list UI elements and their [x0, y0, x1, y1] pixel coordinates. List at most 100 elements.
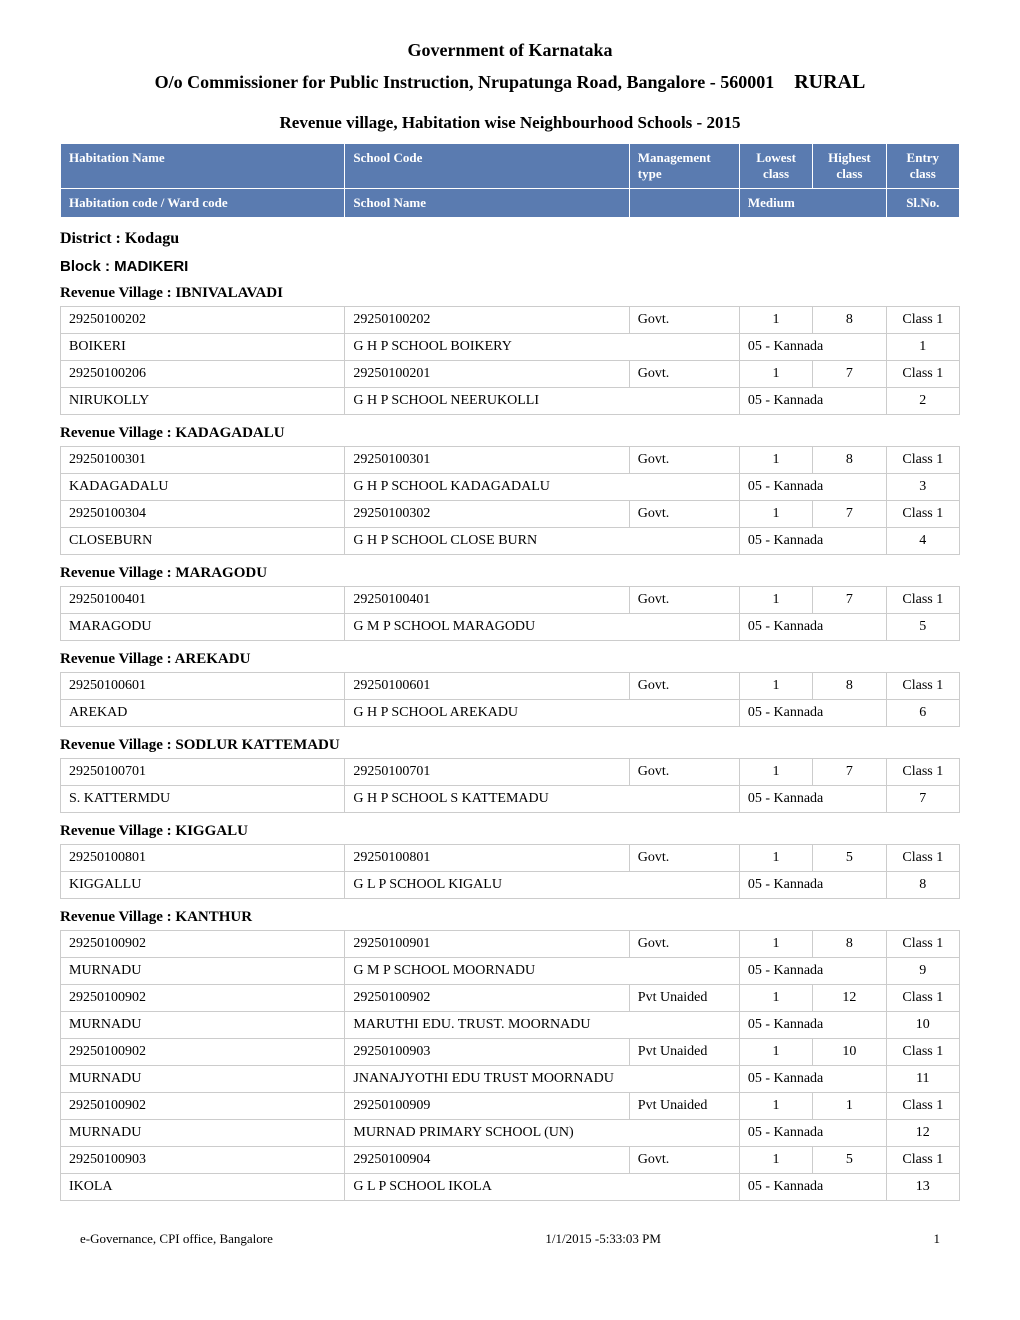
table-row: 2925010030129250100301Govt.18Class 1	[61, 447, 960, 474]
cell-entry: Class 1	[886, 307, 959, 334]
cell-lowest: 1	[739, 985, 812, 1012]
cell-medium: 05 - Kannada	[739, 474, 886, 501]
cell-mgmt: Govt.	[629, 1147, 739, 1174]
table-row: NIRUKOLLYG H P SCHOOL NEERUKOLLI05 - Kan…	[61, 388, 960, 415]
table-row: MURNADUMARUTHI EDU. TRUST. MOORNADU05 - …	[61, 1012, 960, 1039]
village-container: Revenue Village : IBNIVALAVADI 2925010020…	[60, 285, 960, 1201]
cell-highest: 8	[813, 447, 886, 474]
cell-highest: 12	[813, 985, 886, 1012]
cell-entry: Class 1	[886, 1093, 959, 1120]
cell-highest: 8	[813, 931, 886, 958]
cell-entry: Class 1	[886, 759, 959, 786]
title-office: O/o Commissioner for Public Instruction,…	[155, 72, 775, 93]
table-row: BOIKERIG H P SCHOOL BOIKERY05 - Kannada1	[61, 334, 960, 361]
cell-school-code: 29250100202	[345, 307, 629, 334]
cell-slno: 2	[886, 388, 959, 415]
village-data-table: 2925010040129250100401Govt.17Class 1MARA…	[60, 586, 960, 641]
cell-lowest: 1	[739, 759, 812, 786]
cell-school-name: MURNAD PRIMARY SCHOOL (UN)	[345, 1120, 739, 1147]
cell-hab-code: 29250100304	[61, 501, 345, 528]
cell-medium: 05 - Kannada	[739, 614, 886, 641]
col-slno: Sl.No.	[886, 189, 959, 218]
cell-slno: 11	[886, 1066, 959, 1093]
village-label: Revenue Village : IBNIVALAVADI	[60, 285, 960, 302]
cell-slno: 10	[886, 1012, 959, 1039]
cell-mgmt: Govt.	[629, 931, 739, 958]
col-lowest-class: Lowest class	[739, 144, 812, 189]
cell-hab-name: MURNADU	[61, 1066, 345, 1093]
header-row-2: Habitation code / Ward code School Name …	[61, 189, 960, 218]
cell-school-name: MARUTHI EDU. TRUST. MOORNADU	[345, 1012, 739, 1039]
table-row: AREKADG H P SCHOOL AREKADU05 - Kannada6	[61, 700, 960, 727]
cell-entry: Class 1	[886, 447, 959, 474]
cell-mgmt: Pvt Unaided	[629, 1039, 739, 1066]
table-row: KIGGALLUG L P SCHOOL KIGALU05 - Kannada8	[61, 872, 960, 899]
cell-mgmt: Govt.	[629, 845, 739, 872]
table-row: MURNADUG M P SCHOOL MOORNADU05 - Kannada…	[61, 958, 960, 985]
village-label: Revenue Village : AREKADU	[60, 651, 960, 668]
table-row: 2925010080129250100801Govt.15Class 1	[61, 845, 960, 872]
cell-hab-code: 29250100801	[61, 845, 345, 872]
cell-mgmt: Govt.	[629, 673, 739, 700]
col-highest-class: Highest class	[813, 144, 886, 189]
village-label: Revenue Village : SODLUR KATTEMADU	[60, 737, 960, 754]
col-entry-class: Entry class	[886, 144, 959, 189]
cell-highest: 7	[813, 361, 886, 388]
table-row: MURNADUJNANAJYOTHI EDU TRUST MOORNADU05 …	[61, 1066, 960, 1093]
district-label: District : Kodagu	[60, 230, 960, 248]
col-habitation-name: Habitation Name	[61, 144, 345, 189]
cell-slno: 13	[886, 1174, 959, 1201]
table-row: 2925010090229250100901Govt.18Class 1	[61, 931, 960, 958]
page-footer: e-Governance, CPI office, Bangalore 1/1/…	[60, 1231, 960, 1247]
header-row-1: Habitation Name School Code Management t…	[61, 144, 960, 189]
cell-hab-code: 29250100401	[61, 587, 345, 614]
cell-hab-code: 29250100601	[61, 673, 345, 700]
cell-entry: Class 1	[886, 1147, 959, 1174]
cell-lowest: 1	[739, 1039, 812, 1066]
cell-school-name: G M P SCHOOL MARAGODU	[345, 614, 739, 641]
cell-hab-name: AREKAD	[61, 700, 345, 727]
cell-lowest: 1	[739, 1093, 812, 1120]
village-data-table: 2925010080129250100801Govt.15Class 1KIGG…	[60, 844, 960, 899]
cell-medium: 05 - Kannada	[739, 700, 886, 727]
cell-medium: 05 - Kannada	[739, 958, 886, 985]
cell-entry: Class 1	[886, 1039, 959, 1066]
cell-entry: Class 1	[886, 845, 959, 872]
rural-label: RURAL	[794, 71, 865, 94]
cell-school-code: 29250100201	[345, 361, 629, 388]
cell-lowest: 1	[739, 501, 812, 528]
cell-hab-code: 29250100202	[61, 307, 345, 334]
col-school-code: School Code	[345, 144, 629, 189]
village-label: Revenue Village : KIGGALU	[60, 823, 960, 840]
cell-mgmt: Govt.	[629, 587, 739, 614]
cell-mgmt: Govt.	[629, 759, 739, 786]
village-data-table: 2925010060129250100601Govt.18Class 1AREK…	[60, 672, 960, 727]
cell-lowest: 1	[739, 845, 812, 872]
village-label: Revenue Village : KANTHUR	[60, 909, 960, 926]
cell-hab-code: 29250100701	[61, 759, 345, 786]
table-row: 2925010020229250100202Govt.18Class 1	[61, 307, 960, 334]
cell-slno: 3	[886, 474, 959, 501]
table-row: 2925010090329250100904Govt.15Class 1	[61, 1147, 960, 1174]
cell-lowest: 1	[739, 307, 812, 334]
table-row: CLOSEBURNG H P SCHOOL CLOSE BURN05 - Kan…	[61, 528, 960, 555]
cell-lowest: 1	[739, 931, 812, 958]
table-row: 2925010060129250100601Govt.18Class 1	[61, 673, 960, 700]
cell-highest: 5	[813, 845, 886, 872]
cell-school-code: 29250100801	[345, 845, 629, 872]
cell-school-code: 29250100901	[345, 931, 629, 958]
col-mgmt-type: Management type	[629, 144, 739, 189]
table-row: 2925010040129250100401Govt.17Class 1	[61, 587, 960, 614]
cell-slno: 5	[886, 614, 959, 641]
cell-school-name: G M P SCHOOL MOORNADU	[345, 958, 739, 985]
cell-school-name: G L P SCHOOL IKOLA	[345, 1174, 739, 1201]
cell-hab-name: CLOSEBURN	[61, 528, 345, 555]
footer-left: e-Governance, CPI office, Bangalore	[80, 1231, 273, 1247]
cell-lowest: 1	[739, 587, 812, 614]
cell-school-name: G H P SCHOOL CLOSE BURN	[345, 528, 739, 555]
cell-school-name: G H P SCHOOL S KATTEMADU	[345, 786, 739, 813]
cell-mgmt: Govt.	[629, 447, 739, 474]
col-school-name: School Name	[345, 189, 629, 218]
table-row: 2925010090229250100903Pvt Unaided110Clas…	[61, 1039, 960, 1066]
cell-slno: 6	[886, 700, 959, 727]
